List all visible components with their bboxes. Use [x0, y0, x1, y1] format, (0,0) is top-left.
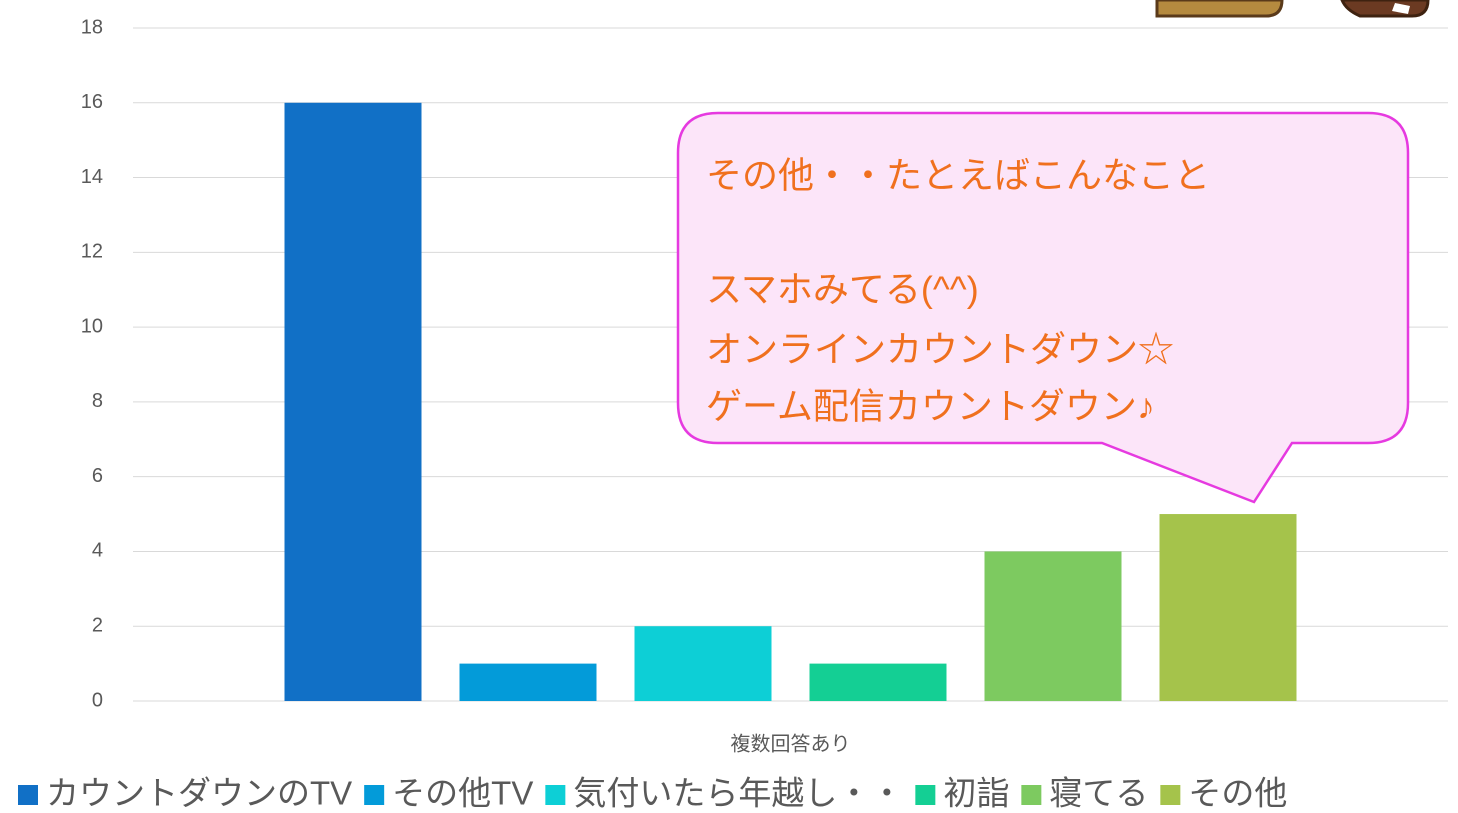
corner-icon: [1157, 0, 1428, 16]
chart: 0 2 4 6 8 10 12 14 16 18 複数回答あり カウントダウンのTV その他TV 気付い…: [0, 0, 1458, 813]
bar: [285, 103, 422, 701]
y-tick-label: 2: [92, 615, 103, 637]
bar: [635, 626, 772, 701]
y-tick-label: 18: [81, 16, 103, 38]
bar: [985, 551, 1122, 701]
y-tick-label: 14: [81, 166, 103, 188]
legend-label: その他TV: [392, 775, 533, 812]
y-tick-label: 6: [92, 465, 103, 487]
legend-label: 初詣: [943, 775, 1009, 812]
legend-swatch: [364, 785, 384, 805]
legend-swatch: [1021, 785, 1041, 805]
legend-label: カウントダウンのTV: [46, 775, 352, 812]
y-tick-label: 8: [92, 390, 103, 412]
y-tick-label: 10: [81, 315, 103, 337]
legend-label: 寝てる: [1049, 775, 1148, 812]
legend-swatch: [915, 785, 935, 805]
x-tick-label: 複数回答あり: [731, 732, 851, 755]
annotation-text: その他・・たとえばこんなこと: [706, 155, 1210, 196]
y-tick-label: 4: [92, 540, 103, 562]
annotation-text: スマホみてる(^^): [706, 269, 979, 310]
legend-swatch: [18, 785, 38, 805]
y-tick-label: 12: [81, 241, 103, 263]
legend-label: 気付いたら年越し・・: [573, 775, 903, 812]
bar: [1160, 514, 1297, 701]
bar: [460, 664, 597, 701]
legend-swatch: [545, 785, 565, 805]
legend-swatch: [1160, 785, 1180, 805]
annotation-text: オンラインカウントダウン☆: [706, 329, 1174, 370]
bar: [810, 664, 947, 701]
y-tick-label: 0: [92, 689, 103, 711]
legend-label: その他: [1188, 775, 1287, 812]
y-tick-label: 16: [81, 91, 103, 113]
annotation-text: ゲーム配信カウントダウン♪: [706, 386, 1155, 427]
